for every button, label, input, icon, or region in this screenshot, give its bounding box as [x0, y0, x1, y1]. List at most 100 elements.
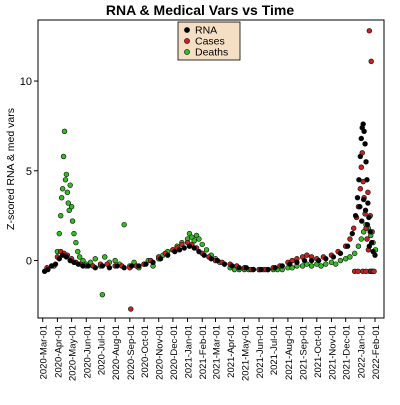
data-point [279, 263, 285, 269]
data-point [99, 291, 106, 298]
data-point [366, 28, 373, 34]
data-point [114, 263, 120, 269]
x-tick-label: 2021-Feb-01 [198, 325, 209, 379]
data-point [366, 214, 372, 221]
legend-label-deaths: Deaths [195, 47, 228, 59]
data-point [150, 259, 156, 266]
data-point [99, 263, 106, 269]
data-point [301, 257, 308, 264]
data-point [354, 195, 361, 201]
data-point [64, 189, 71, 196]
data-point [203, 247, 210, 253]
data-point [92, 256, 98, 262]
data-point [243, 265, 249, 271]
data-point [121, 265, 127, 271]
data-point [357, 186, 364, 192]
data-point [347, 236, 353, 242]
data-point [45, 266, 51, 273]
x-tick-label: 2021-Oct-01 [313, 325, 324, 378]
y-tick-label: 5 [26, 166, 32, 178]
data-point [362, 207, 369, 213]
data-point [60, 153, 67, 160]
data-point [143, 261, 149, 267]
data-point [323, 256, 329, 262]
data-point [56, 256, 62, 262]
data-point [308, 257, 315, 264]
x-tick-label: 2021-Jul-01 [269, 325, 280, 375]
data-point [315, 257, 322, 264]
data-point [364, 221, 371, 228]
data-point [52, 261, 59, 267]
data-point [136, 263, 142, 269]
data-point [355, 268, 361, 275]
data-point [67, 182, 73, 188]
data-point [365, 200, 371, 206]
data-point [236, 265, 242, 271]
data-point [359, 218, 365, 224]
x-tick-label: 2021-Dec-01 [342, 325, 353, 380]
data-point [358, 236, 364, 242]
x-tick-label: 2020-Apr-01 [53, 325, 64, 378]
x-tick-label: 2020-Aug-01 [111, 325, 122, 380]
legend-marker-rna [184, 27, 190, 33]
y-axis-label: Z-scored RNA & med vars [5, 108, 17, 230]
data-point [356, 177, 362, 183]
legend-marker-deaths [184, 49, 190, 55]
data-point [304, 252, 310, 258]
x-tick-label: 2020-Mar-01 [39, 325, 50, 379]
data-point [221, 261, 228, 267]
data-point [372, 252, 378, 258]
data-point [364, 236, 370, 242]
legend-label-cases: Cases [195, 36, 225, 48]
x-tick-label: 2020-Oct-01 [140, 325, 151, 378]
data-point [361, 128, 367, 135]
data-point [102, 254, 108, 260]
data-point [58, 195, 65, 201]
data-point [360, 196, 367, 203]
legend-marker-cases [184, 38, 190, 44]
data-point [214, 257, 221, 264]
data-point [272, 265, 278, 271]
data-point [363, 268, 369, 275]
x-tick-label: 2021-Aug-01 [284, 325, 295, 380]
data-point [287, 261, 293, 267]
data-point [323, 261, 329, 267]
x-tick-label: 2021-Apr-01 [226, 325, 237, 378]
data-point [330, 254, 337, 260]
y-tick-label: 0 [26, 256, 32, 268]
data-point [358, 135, 364, 142]
x-tick-label: 2020-Dec-01 [169, 325, 180, 380]
data-point [360, 121, 366, 127]
chart-title: RNA & Medical Vars vs Time [105, 2, 295, 18]
data-point [69, 218, 76, 224]
data-point [366, 243, 373, 249]
data-point [65, 200, 71, 206]
data-point [129, 263, 135, 269]
data-point [367, 229, 373, 235]
data-points-layer [41, 28, 379, 312]
data-point [75, 248, 81, 255]
data-point [250, 266, 257, 273]
data-point [128, 306, 134, 312]
data-point [208, 256, 214, 262]
data-point [371, 268, 377, 275]
x-tick-label: 2020-May-01 [68, 325, 79, 381]
data-point [363, 159, 369, 165]
data-point [80, 263, 86, 269]
data-point [199, 241, 205, 248]
data-point [157, 256, 164, 262]
data-point [318, 263, 324, 269]
data-point [258, 266, 264, 273]
data-point [92, 265, 98, 271]
data-point [355, 243, 362, 249]
x-tick-label: 2021-Nov-01 [327, 325, 338, 380]
x-tick-label: 2021-Mar-01 [211, 325, 222, 379]
data-point [196, 236, 202, 242]
data-point [358, 164, 364, 170]
data-point [63, 254, 70, 260]
legend-label-rna: RNA [195, 25, 217, 37]
data-point [349, 230, 355, 237]
